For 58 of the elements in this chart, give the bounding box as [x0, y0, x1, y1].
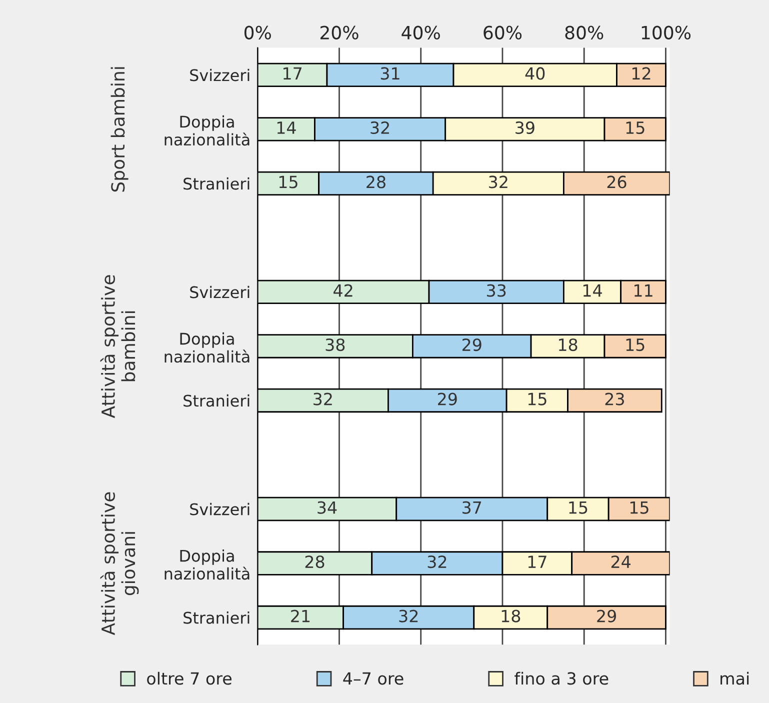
y-tick-label: Svizzeri — [190, 502, 250, 516]
data-label: 15 — [569, 501, 588, 514]
data-label: 14 — [583, 284, 602, 297]
data-label: 33 — [487, 284, 506, 297]
data-label: 15 — [528, 392, 546, 406]
data-label: 39 — [516, 121, 534, 134]
y-tick-label: Doppia nazionalità — [164, 549, 250, 580]
y-tick-label: Stranieri — [184, 611, 250, 624]
data-label: 28 — [305, 555, 324, 568]
data-label: 24 — [611, 555, 630, 568]
data-label: 18 — [502, 610, 520, 622]
text: Sport bambini — [110, 67, 128, 192]
data-label: 32 — [314, 392, 332, 406]
x-tick-label: 80% — [565, 26, 604, 40]
text: Attività sportive giovani — [100, 492, 139, 636]
legend-label: mai — [720, 672, 749, 685]
data-label: 31 — [380, 67, 400, 80]
data-label: 21 — [291, 610, 310, 622]
legend-label: oltre 7 ore — [147, 672, 232, 685]
data-label: 40 — [525, 67, 545, 80]
data-label: 23 — [605, 392, 624, 406]
data-label: 38 — [326, 338, 345, 352]
x-tick-label: 0% — [244, 26, 271, 40]
data-label: 32 — [370, 121, 389, 134]
data-label: 37 — [462, 501, 482, 514]
data-label: 12 — [632, 67, 650, 80]
legend-label: 4–7 ore — [343, 672, 404, 685]
data-label: 17 — [528, 556, 546, 568]
y-tick-label: Stranieri — [184, 177, 250, 190]
data-label: 15 — [626, 122, 644, 134]
data-label: 15 — [630, 501, 648, 514]
data-label: 29 — [438, 392, 457, 406]
y-tick-label: Doppia nazionalità — [164, 115, 250, 146]
data-label: 32 — [489, 176, 508, 188]
data-label: 32 — [428, 555, 446, 568]
x-tick-label: 40% — [402, 26, 440, 40]
text: Attività sportive bambini — [100, 275, 136, 418]
data-label: 14 — [277, 122, 296, 134]
legend-label: fino a 3 ore — [514, 672, 608, 685]
y-tick-label: Svizzeri — [190, 286, 250, 298]
y-tick-label: Svizzeri — [190, 68, 250, 82]
data-label: 15 — [626, 338, 644, 352]
data-label: 15 — [279, 176, 298, 188]
data-label: 11 — [634, 284, 652, 297]
x-tick-label: 20% — [320, 26, 358, 40]
data-label: 42 — [334, 284, 352, 297]
x-tick-label: 100% — [642, 26, 691, 40]
y-tick-label: Stranieri — [184, 394, 250, 407]
y-tick-label: Doppia nazionalità — [164, 332, 250, 363]
data-label: 26 — [607, 176, 626, 188]
data-label: 28 — [366, 176, 386, 188]
data-label: 32 — [399, 610, 418, 622]
data-label: 34 — [318, 501, 337, 514]
data-label: 29 — [462, 338, 482, 352]
data-label: 17 — [284, 67, 302, 80]
data-label: 18 — [559, 338, 578, 352]
x-tick-label: 60% — [484, 26, 522, 40]
data-label: 29 — [597, 610, 616, 622]
